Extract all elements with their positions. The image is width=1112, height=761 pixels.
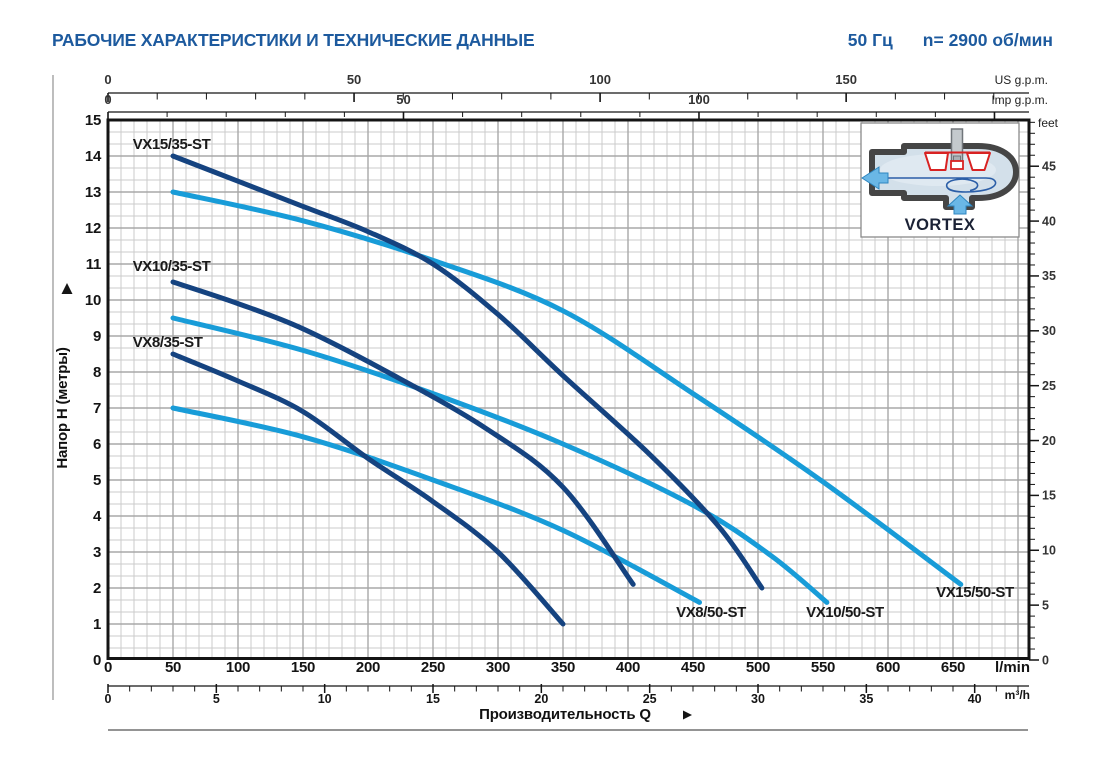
m3h-tick-label: 25 xyxy=(643,692,657,706)
m3h-tick-label: 10 xyxy=(318,692,332,706)
feet-tick-label: 10 xyxy=(1042,544,1056,558)
feet-tick-label: 0 xyxy=(1042,653,1049,667)
lmin-tick-label: 500 xyxy=(746,659,770,676)
curve-label: VX8/35-ST xyxy=(133,334,203,351)
vortex-inset: VORTEX xyxy=(860,122,1020,238)
curve-label: VX15/50-ST xyxy=(936,584,1014,601)
outlet-arrow-icon xyxy=(861,166,889,190)
curve-VX15/35-ST xyxy=(170,153,765,591)
meters-tick-label: 1 xyxy=(93,616,101,633)
feet-tick-label: 5 xyxy=(1042,598,1049,612)
feet-tick-label: 30 xyxy=(1042,324,1056,338)
meters-tick-label: 0 xyxy=(93,652,101,669)
lmin-tick-label: 450 xyxy=(681,659,705,676)
curve-label: VX10/50-ST xyxy=(806,604,884,621)
feet-tick-label: 35 xyxy=(1042,269,1056,283)
lmin-tick-label: 350 xyxy=(551,659,575,676)
lmin-tick-label: 0 xyxy=(104,659,112,676)
curve-VX10/35-ST xyxy=(170,279,636,587)
meters-tick-label: 6 xyxy=(93,436,101,453)
lmin-tick-label: 400 xyxy=(616,659,640,676)
speed-label: n= 2900 об/мин xyxy=(922,30,1053,50)
m3h-unit: m³/h xyxy=(1005,688,1030,702)
impeller-hub xyxy=(950,160,964,170)
us-gpm-unit: US g.p.m. xyxy=(995,73,1048,87)
meters-tick-label: 14 xyxy=(85,148,102,165)
lmin-tick-label: 300 xyxy=(486,659,510,676)
curve-label: VX15/35-ST xyxy=(133,136,211,153)
m3h-tick-label: 40 xyxy=(968,692,982,706)
m3h-tick-label: 35 xyxy=(859,692,873,706)
curve-VX8/35-ST xyxy=(170,351,566,627)
curve-label: VX10/35-ST xyxy=(133,258,211,275)
m3h-tick-label: 20 xyxy=(534,692,548,706)
inset-caption: VORTEX xyxy=(905,216,976,234)
meters-tick-label: 13 xyxy=(85,184,101,201)
meters-tick-label: 15 xyxy=(85,112,101,129)
curves: VX8/50-ST VX10/50-ST VX15/50-ST VX8/35-ST VX… xyxy=(133,136,1014,627)
meters-tick-label: 12 xyxy=(85,220,101,237)
us-gpm-tick-label: 100 xyxy=(589,72,611,87)
plot-border xyxy=(106,118,1031,660)
lmin-tick-label: 200 xyxy=(356,659,380,676)
impeller-blade-left xyxy=(924,152,949,171)
imp-gpm-tick-label: 0 xyxy=(104,92,111,107)
m3h-tick-label: 15 xyxy=(426,692,440,706)
imp-gpm-unit: Imp g.p.m. xyxy=(991,93,1048,107)
lmin-tick-label: 650 xyxy=(941,659,965,676)
lmin-unit: l/min xyxy=(995,659,1030,676)
us-gpm-tick-label: 150 xyxy=(835,72,857,87)
frequency-label: 50 Гц xyxy=(847,30,893,50)
meters-tick-label: 2 xyxy=(93,580,101,597)
lmin-tick-label: 600 xyxy=(876,659,900,676)
vortex-swirl xyxy=(884,177,997,193)
header-specs: 50 Гц n= 2900 об/мин xyxy=(848,30,1053,51)
curve-VX10/50-ST xyxy=(170,315,830,605)
lmin-tick-label: 100 xyxy=(226,659,250,676)
meters-tick-label: 5 xyxy=(93,472,101,489)
lmin-tick-label: 150 xyxy=(291,659,315,676)
curve-VX15/50-ST xyxy=(170,189,964,587)
up-arrow-icon xyxy=(61,283,73,294)
meters-tick-label: 7 xyxy=(93,400,101,417)
imp-gpm-tick-label: 50 xyxy=(396,92,410,107)
meters-tick-label: 4 xyxy=(93,508,102,525)
meters-tick-label: 10 xyxy=(85,292,101,309)
feet-tick-label: 20 xyxy=(1042,434,1056,448)
feet-tick-label: 40 xyxy=(1042,214,1056,228)
meters-tick-label: 11 xyxy=(86,256,101,273)
lmin-tick-label: 550 xyxy=(811,659,835,676)
meters-tick-label: 8 xyxy=(93,364,101,381)
feet-unit: feet xyxy=(1038,116,1059,130)
page-title: РАБОЧИЕ ХАРАКТЕРИСТИКИ И ТЕХНИЧЕСКИЕ ДАН… xyxy=(52,30,535,50)
us-gpm-tick-label: 0 xyxy=(104,72,111,87)
lmin-tick-label: 250 xyxy=(421,659,445,676)
feet-tick-label: 25 xyxy=(1042,379,1056,393)
feet-tick-label: 15 xyxy=(1042,489,1056,503)
right-arrow-icon xyxy=(683,710,692,720)
m3h-tick-label: 0 xyxy=(105,692,112,706)
y-axis-title: Напор H (метры) xyxy=(54,347,71,468)
lmin-tick-label: 50 xyxy=(165,659,181,676)
meters-tick-label: 9 xyxy=(93,328,101,345)
impeller-blade-right xyxy=(966,152,991,171)
inlet-arrow-icon xyxy=(946,194,974,215)
x-axis-title: Производительность Q xyxy=(479,706,651,723)
imp-gpm-tick-label: 100 xyxy=(688,92,710,107)
m3h-tick-label: 30 xyxy=(751,692,765,706)
feet-tick-label: 45 xyxy=(1042,160,1056,174)
m3h-tick-label: 5 xyxy=(213,692,220,706)
us-gpm-tick-label: 50 xyxy=(347,72,361,87)
meters-tick-label: 3 xyxy=(93,544,101,561)
curve-label: VX8/50-ST xyxy=(676,604,746,621)
